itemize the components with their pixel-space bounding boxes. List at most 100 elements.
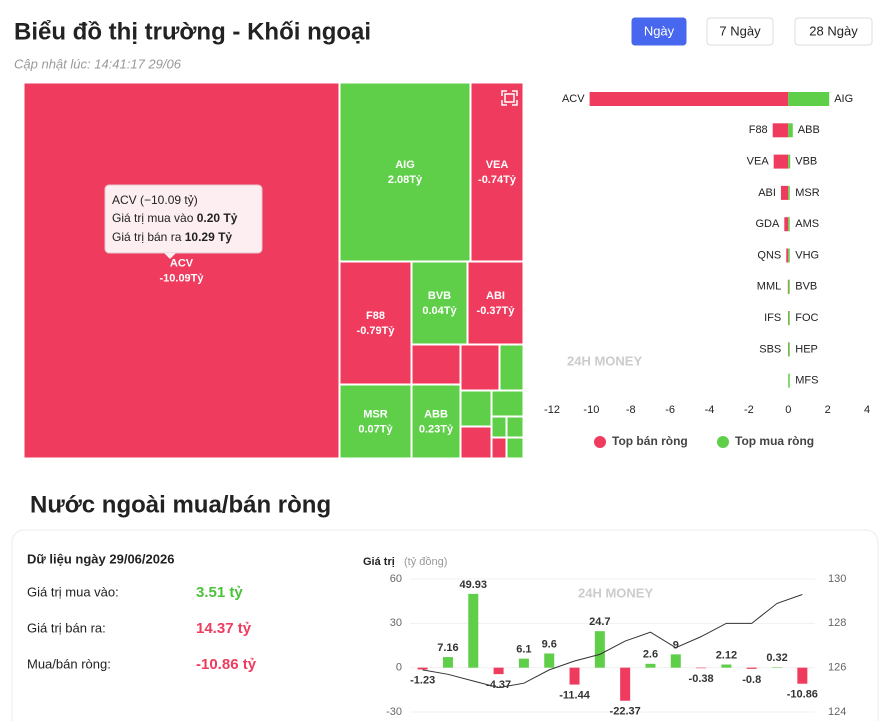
bar-category: MML	[757, 281, 781, 293]
data-label: -10.86	[787, 689, 818, 701]
bar-category: MFS	[795, 375, 818, 387]
bar	[721, 664, 732, 668]
bar	[594, 631, 605, 668]
tile-name: MSR	[363, 408, 388, 420]
tooltip-label: Giá trị mua vào	[112, 211, 194, 225]
summary-value: -10.86 tỷ	[196, 656, 257, 673]
updated-time: Cập nhật lúc: 14:41:17 29/06	[14, 56, 182, 71]
tile-value: 0.07Tỷ	[358, 423, 393, 435]
summary-label: Mua/bán ròng:	[27, 656, 111, 671]
tab[interactable]	[706, 17, 774, 46]
x-tick-label: -8	[626, 404, 636, 416]
summary-date: Dữ liệu ngày 29/06/2026	[27, 551, 174, 566]
tile-name: ABI	[486, 290, 505, 302]
bar	[589, 92, 789, 106]
bar-category: ABI	[758, 187, 776, 199]
x-tick-label: 2	[825, 404, 831, 416]
bar-category: ACV	[562, 93, 585, 105]
y-tick-label: 0	[396, 662, 402, 674]
summary-card	[11, 529, 879, 721]
tile-value: 0.23Tỷ	[419, 423, 454, 435]
tab[interactable]	[631, 17, 687, 46]
y2-tick-label: 124	[828, 706, 846, 718]
bar	[797, 667, 808, 684]
treemap-tile	[470, 82, 524, 262]
bar-category: VHG	[795, 249, 819, 261]
tile-value: 2.08Tỷ	[388, 174, 423, 186]
section-title: Nước ngoài mua/bán ròng	[30, 491, 331, 518]
data-label: -0.8	[742, 674, 761, 686]
x-tick-label: -10	[583, 404, 599, 416]
bar-category: SBS	[759, 343, 781, 355]
bar	[788, 154, 791, 169]
data-label: 2.6	[643, 649, 658, 661]
bar	[788, 248, 790, 263]
tile-value: -0.74Tỷ	[478, 174, 517, 186]
bar	[788, 185, 790, 200]
data-label: 7.16	[437, 642, 458, 654]
tile-value: -10.09Tỷ	[159, 272, 204, 284]
tab-label[interactable]: 7 Ngày	[719, 23, 761, 38]
bar	[772, 123, 789, 138]
tile-name: AIG	[395, 159, 415, 171]
tile-name: ABB	[424, 408, 448, 420]
x-tick-label: -12	[544, 404, 560, 416]
bar-category: VEA	[747, 156, 770, 168]
tooltip-title: ACV (−10.09 tỷ)	[112, 193, 198, 207]
bar	[645, 663, 656, 668]
data-label: -22.37	[610, 706, 641, 718]
x-tick-label: -6	[665, 404, 675, 416]
data-label: 24.7	[589, 616, 610, 628]
data-label: 6.1	[516, 644, 531, 656]
treemap-tile	[411, 261, 468, 345]
data-label: 0.32	[766, 652, 787, 664]
bar	[696, 667, 707, 669]
tooltip: ACV (−10.09 tỷ) Giá trị mua vào 0.20 Tỷ …	[104, 184, 263, 259]
bar	[788, 311, 790, 326]
bar-category: GDA	[755, 218, 780, 230]
treemap-tile	[467, 261, 524, 345]
bar	[780, 185, 789, 200]
bar	[442, 657, 453, 668]
tab-label[interactable]: Ngày	[644, 23, 675, 38]
tab-label[interactable]: 28 Ngày	[809, 23, 858, 38]
expand-icon[interactable]	[501, 90, 518, 106]
tooltip-label: Giá trị bán ra	[112, 230, 182, 244]
treemap-tile	[411, 384, 461, 459]
tile-name: ACV	[170, 257, 194, 269]
treemap-tile	[339, 82, 471, 262]
bar	[670, 654, 681, 668]
bar	[788, 123, 793, 138]
bar-category: VBB	[795, 156, 817, 168]
bar	[784, 217, 789, 232]
bar	[788, 279, 790, 294]
bar	[788, 342, 790, 357]
bar-category: MSR	[795, 187, 820, 199]
bar	[773, 154, 789, 169]
data-label: 49.93	[460, 579, 488, 591]
bar-category: FOC	[795, 312, 818, 324]
bar-category: BVB	[795, 281, 817, 293]
y2-tick-label: 130	[828, 573, 846, 585]
treemap-tile	[339, 384, 412, 459]
data-label: 9.6	[542, 638, 557, 650]
tooltip-value: 10.29 Tỷ	[185, 230, 233, 244]
bar	[569, 667, 580, 685]
bar	[493, 667, 504, 675]
bar	[746, 667, 757, 669]
y-tick-label: -30	[386, 706, 402, 718]
legend-swatch	[594, 436, 606, 448]
tab[interactable]	[794, 17, 873, 46]
y2-tick-label: 128	[828, 617, 846, 629]
tile-name: BVB	[428, 290, 451, 302]
bar	[788, 92, 830, 106]
data-label: 2.12	[716, 649, 737, 661]
treemap-tile	[339, 261, 412, 385]
page-title: Biểu đồ thị trường - Khối ngoại	[14, 18, 371, 45]
summary-value: 14.37 tỷ	[196, 620, 252, 637]
y2-tick-label: 126	[828, 662, 846, 674]
bar-category: IFS	[764, 312, 781, 324]
y-tick-label: 60	[390, 573, 402, 585]
data-label: -0.38	[689, 673, 714, 685]
